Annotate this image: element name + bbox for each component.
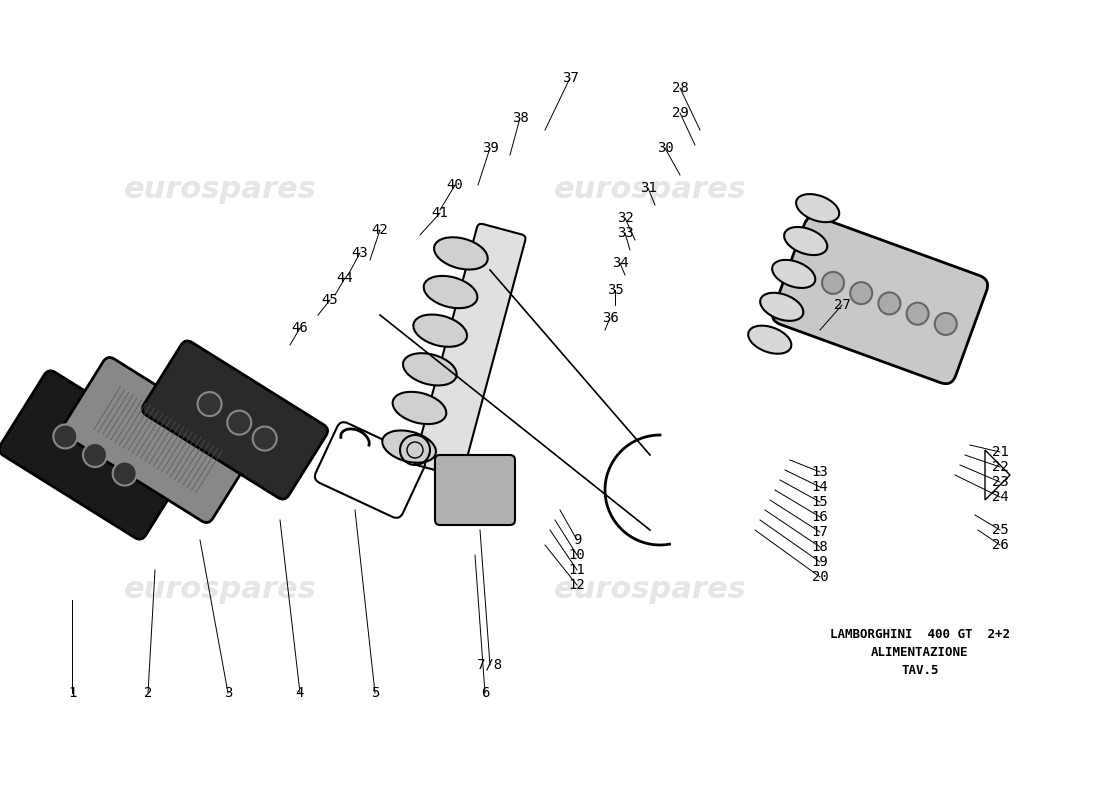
Text: 11: 11 (569, 563, 585, 577)
Text: 14: 14 (812, 480, 828, 494)
Text: 9: 9 (573, 533, 581, 547)
Text: 36: 36 (602, 311, 618, 325)
Circle shape (228, 410, 251, 434)
Text: 44: 44 (337, 271, 353, 285)
Ellipse shape (748, 326, 791, 354)
Text: 37: 37 (562, 71, 579, 85)
Circle shape (850, 282, 872, 304)
Text: 10: 10 (569, 548, 585, 562)
Text: 42: 42 (372, 223, 388, 237)
FancyBboxPatch shape (772, 216, 988, 384)
Ellipse shape (760, 293, 803, 321)
Text: 18: 18 (812, 540, 828, 554)
Text: 23: 23 (991, 475, 1009, 489)
Circle shape (822, 272, 844, 294)
Text: 39: 39 (482, 141, 498, 155)
Text: LAMBORGHINI  400 GT  2+2: LAMBORGHINI 400 GT 2+2 (830, 629, 1010, 642)
Text: 21: 21 (991, 445, 1009, 459)
Circle shape (53, 425, 77, 449)
FancyBboxPatch shape (415, 224, 526, 476)
Text: eurospares: eurospares (553, 175, 747, 205)
Text: 19: 19 (812, 555, 828, 569)
Text: 43: 43 (352, 246, 368, 260)
Text: 7/8: 7/8 (477, 658, 503, 672)
FancyBboxPatch shape (62, 358, 254, 522)
Circle shape (906, 302, 928, 325)
Text: 27: 27 (834, 298, 850, 312)
Text: 41: 41 (431, 206, 449, 220)
FancyBboxPatch shape (142, 341, 328, 499)
FancyBboxPatch shape (0, 370, 191, 539)
Ellipse shape (393, 392, 447, 424)
Text: 20: 20 (812, 570, 828, 584)
Text: 16: 16 (812, 510, 828, 524)
Circle shape (879, 293, 901, 314)
Text: 2: 2 (144, 686, 152, 700)
Ellipse shape (424, 276, 477, 308)
Text: 22: 22 (991, 460, 1009, 474)
Text: 35: 35 (606, 283, 624, 297)
Text: 34: 34 (612, 256, 628, 270)
Text: 28: 28 (672, 81, 689, 95)
Ellipse shape (796, 194, 839, 222)
Text: 45: 45 (321, 293, 339, 307)
Text: 4: 4 (296, 686, 305, 700)
Text: 32: 32 (617, 211, 634, 225)
Text: 5: 5 (371, 686, 380, 700)
Ellipse shape (434, 238, 487, 270)
FancyBboxPatch shape (434, 455, 515, 525)
Circle shape (198, 392, 221, 416)
Circle shape (253, 426, 277, 450)
Ellipse shape (772, 260, 815, 288)
Ellipse shape (403, 353, 456, 386)
Text: 31: 31 (639, 181, 657, 195)
Text: eurospares: eurospares (123, 575, 317, 605)
Text: ALIMENTAZIONE: ALIMENTAZIONE (871, 646, 969, 659)
Text: TAV.5: TAV.5 (901, 663, 938, 677)
Text: 17: 17 (812, 525, 828, 539)
Circle shape (112, 462, 136, 486)
Text: 1: 1 (68, 686, 76, 700)
Text: 3: 3 (223, 686, 232, 700)
Text: eurospares: eurospares (553, 575, 747, 605)
Ellipse shape (414, 314, 468, 347)
Text: 12: 12 (569, 578, 585, 592)
Text: 13: 13 (812, 465, 828, 479)
Text: 29: 29 (672, 106, 689, 120)
Text: 30: 30 (657, 141, 673, 155)
Text: 25: 25 (991, 523, 1009, 537)
Text: 33: 33 (617, 226, 634, 240)
Text: eurospares: eurospares (123, 175, 317, 205)
Text: 46: 46 (292, 321, 308, 335)
Text: 26: 26 (991, 538, 1009, 552)
Ellipse shape (383, 430, 436, 462)
Text: 40: 40 (447, 178, 463, 192)
Text: 15: 15 (812, 495, 828, 509)
Ellipse shape (784, 227, 827, 255)
Text: 38: 38 (512, 111, 528, 125)
Text: 24: 24 (991, 490, 1009, 504)
Circle shape (82, 443, 107, 467)
Text: 6: 6 (481, 686, 490, 700)
Circle shape (935, 313, 957, 335)
